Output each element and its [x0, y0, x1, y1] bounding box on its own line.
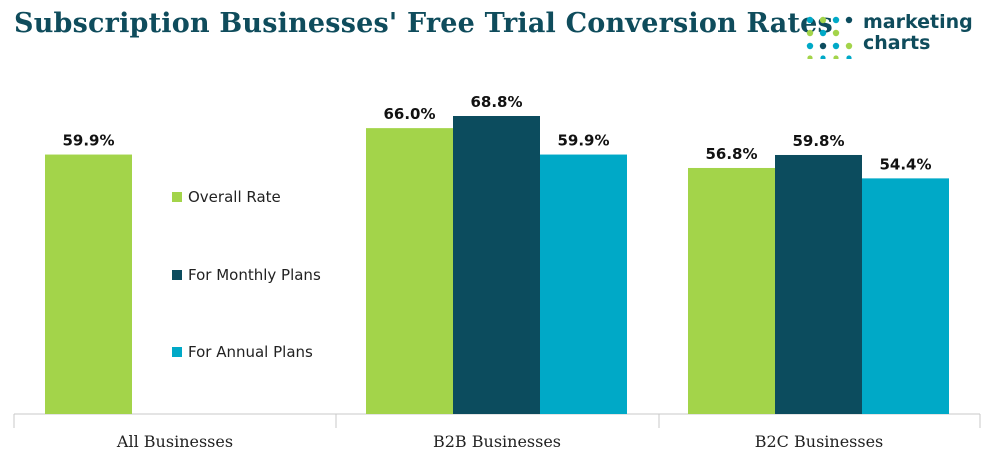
- legend-label: For Monthly Plans: [188, 266, 321, 284]
- data-label: 56.8%: [705, 145, 757, 163]
- marketingcharts-logo: marketing charts: [805, 12, 985, 62]
- logo-text-line1: marketing: [863, 11, 973, 33]
- data-label: 66.0%: [383, 105, 435, 123]
- bar-overall-rate: [366, 128, 453, 414]
- legend-swatch: [172, 270, 182, 280]
- data-label: 54.4%: [879, 155, 931, 173]
- logo-dots-icon: [806, 16, 853, 59]
- bar-for-annual-plans: [862, 178, 949, 414]
- category-label: All Businesses: [116, 432, 233, 451]
- category-label: B2B Businesses: [433, 432, 561, 451]
- legend-label: For Annual Plans: [188, 343, 313, 361]
- legend-swatch: [172, 192, 182, 202]
- bar-for-monthly-plans: [775, 154, 862, 415]
- chart-title: Subscription Businesses' Free Trial Conv…: [14, 8, 833, 39]
- data-label: 59.8%: [792, 132, 844, 150]
- category-label: B2C Businesses: [755, 432, 884, 451]
- logo-text-line2: charts: [863, 32, 931, 54]
- bar-overall-rate: [45, 154, 132, 414]
- bar-for-annual-plans: [540, 154, 627, 414]
- data-label: 59.9%: [62, 132, 114, 150]
- legend-swatch: [172, 347, 182, 357]
- data-label: 68.8%: [470, 93, 522, 111]
- data-label: 59.9%: [557, 132, 609, 150]
- legend-label: Overall Rate: [188, 188, 281, 206]
- bar-for-monthly-plans: [453, 116, 540, 414]
- bar-overall-rate: [688, 167, 775, 414]
